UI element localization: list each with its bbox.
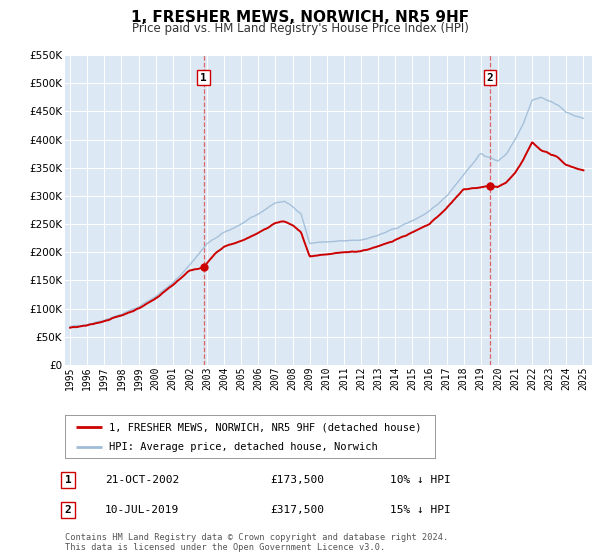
Text: 2: 2 <box>65 505 71 515</box>
Text: 1: 1 <box>200 73 207 82</box>
Text: 1, FRESHER MEWS, NORWICH, NR5 9HF (detached house): 1, FRESHER MEWS, NORWICH, NR5 9HF (detac… <box>109 422 422 432</box>
Text: £317,500: £317,500 <box>270 505 324 515</box>
Text: 10-JUL-2019: 10-JUL-2019 <box>105 505 179 515</box>
Text: 15% ↓ HPI: 15% ↓ HPI <box>390 505 451 515</box>
Text: HPI: Average price, detached house, Norwich: HPI: Average price, detached house, Norw… <box>109 442 378 452</box>
Text: Price paid vs. HM Land Registry's House Price Index (HPI): Price paid vs. HM Land Registry's House … <box>131 22 469 35</box>
Text: Contains HM Land Registry data © Crown copyright and database right 2024.
This d: Contains HM Land Registry data © Crown c… <box>65 533 448 552</box>
Text: 21-OCT-2002: 21-OCT-2002 <box>105 475 179 485</box>
Text: £173,500: £173,500 <box>270 475 324 485</box>
Text: 1: 1 <box>65 475 71 485</box>
Text: 1, FRESHER MEWS, NORWICH, NR5 9HF: 1, FRESHER MEWS, NORWICH, NR5 9HF <box>131 10 469 25</box>
Text: 10% ↓ HPI: 10% ↓ HPI <box>390 475 451 485</box>
Text: 2: 2 <box>487 73 493 82</box>
